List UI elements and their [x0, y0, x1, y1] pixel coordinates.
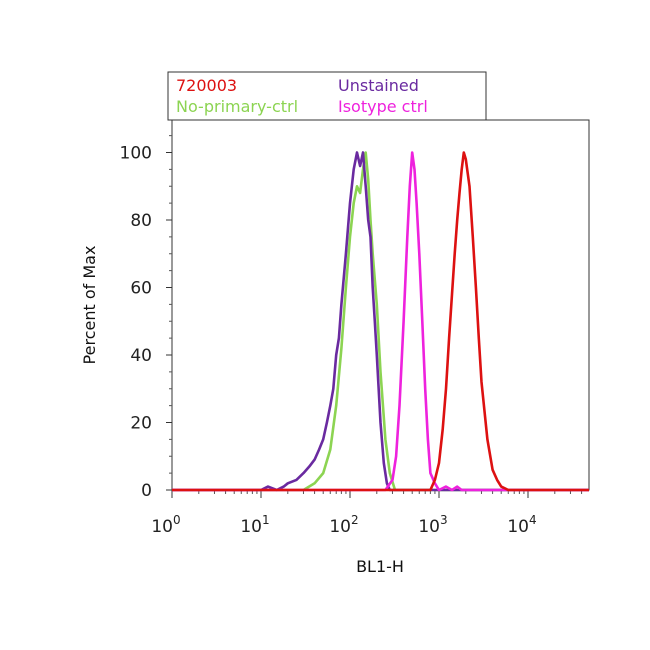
legend-entry-720003: 720003 — [176, 76, 237, 95]
y-axis-title: Percent of Max — [80, 246, 99, 365]
y-tick-label: 0 — [141, 481, 152, 501]
series-line-720003 — [172, 151, 589, 492]
legend-entry-no-primary-ctrl: No-primary-ctrl — [176, 97, 298, 116]
legend: 720003 Unstained No-primary-ctrl Isotype… — [167, 71, 487, 121]
series-layer — [172, 151, 589, 492]
y-tick-label: 40 — [130, 346, 152, 366]
x-tick-label: 100 — [151, 513, 180, 537]
x-axis-title: BL1-H — [356, 557, 404, 576]
y-tick-label: 20 — [130, 414, 152, 434]
legend-box — [167, 71, 487, 121]
x-tick-label: 104 — [507, 513, 536, 537]
series-line-unstained — [172, 151, 589, 492]
x-tick-label: 102 — [329, 513, 358, 537]
series-line-isotype-ctrl — [172, 151, 589, 492]
y-axis: 0 20 40 60 80 100 — [120, 135, 172, 501]
y-tick-label: 80 — [130, 211, 152, 231]
x-tick-label: 103 — [418, 513, 447, 537]
series-line-no-primary-ctrl — [172, 151, 589, 492]
legend-entry-isotype-ctrl: Isotype ctrl — [338, 97, 428, 116]
y-tick-label: 100 — [120, 144, 152, 164]
x-tick-label: 101 — [240, 513, 269, 537]
legend-entry-unstained: Unstained — [338, 76, 419, 95]
x-axis: 100 101 102 103 104 — [151, 490, 583, 537]
y-tick-label: 60 — [130, 279, 152, 299]
